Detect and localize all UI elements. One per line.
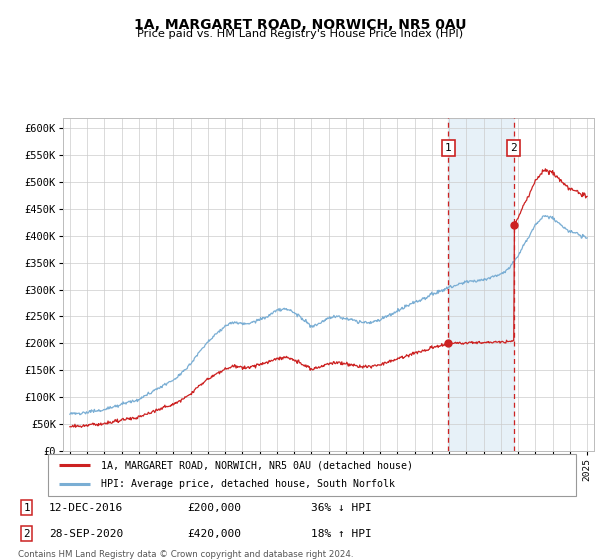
Text: 2: 2: [23, 529, 30, 539]
Text: 1: 1: [445, 143, 452, 153]
Text: 1A, MARGARET ROAD, NORWICH, NR5 0AU (detached house): 1A, MARGARET ROAD, NORWICH, NR5 0AU (det…: [101, 460, 413, 470]
Text: £420,000: £420,000: [187, 529, 241, 539]
Text: 18% ↑ HPI: 18% ↑ HPI: [311, 529, 372, 539]
Text: Contains HM Land Registry data © Crown copyright and database right 2024.
This d: Contains HM Land Registry data © Crown c…: [18, 550, 353, 560]
Text: 1: 1: [23, 502, 30, 512]
Text: HPI: Average price, detached house, South Norfolk: HPI: Average price, detached house, Sout…: [101, 479, 395, 489]
Text: 2: 2: [511, 143, 517, 153]
FancyBboxPatch shape: [48, 454, 576, 496]
Text: 36% ↓ HPI: 36% ↓ HPI: [311, 502, 372, 512]
Text: 28-SEP-2020: 28-SEP-2020: [49, 529, 123, 539]
Text: 12-DEC-2016: 12-DEC-2016: [49, 502, 123, 512]
Bar: [448, 118, 514, 451]
Text: Price paid vs. HM Land Registry's House Price Index (HPI): Price paid vs. HM Land Registry's House …: [137, 29, 463, 39]
Text: 1A, MARGARET ROAD, NORWICH, NR5 0AU: 1A, MARGARET ROAD, NORWICH, NR5 0AU: [134, 18, 466, 32]
Text: £200,000: £200,000: [187, 502, 241, 512]
